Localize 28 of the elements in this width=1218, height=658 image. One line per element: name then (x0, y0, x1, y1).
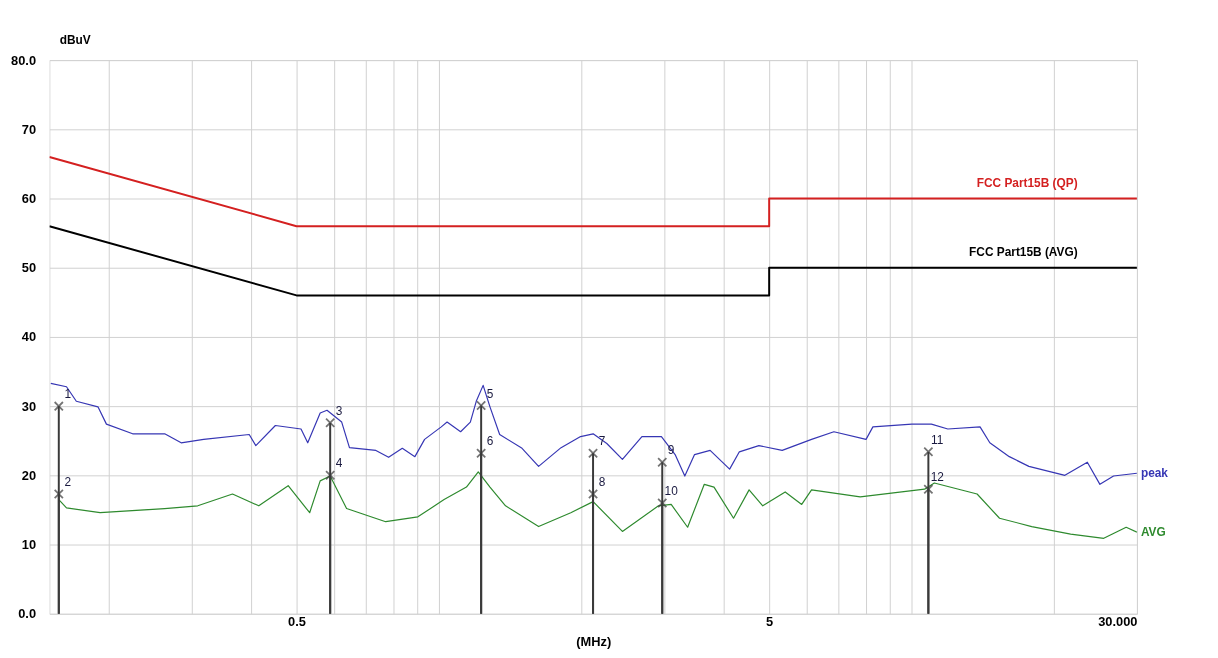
y-tick-label: 0.0 (18, 606, 37, 622)
annotation: 10 (664, 484, 679, 499)
annotation: 8 (598, 475, 606, 490)
annotation: 6 (486, 434, 494, 449)
annotation: 12 (930, 470, 944, 485)
y-axis-title: dBuV (59, 32, 91, 47)
y-tick-label: 20 (21, 467, 37, 483)
annotation: 11 (931, 432, 944, 447)
x-tick-label: 30.000 (1098, 614, 1138, 630)
x-tick-label: 5 (766, 614, 774, 630)
y-tick-label: 50 (21, 260, 37, 276)
series-label: FCC Part15B (QP) (976, 175, 1078, 190)
y-tick-label: 40 (21, 329, 37, 345)
y-tick-label: 70 (21, 121, 37, 137)
x-axis-title: (MHz) (576, 633, 612, 649)
annotation: 2 (64, 475, 71, 490)
annotation: 3 (335, 403, 343, 418)
series-label: AVG (1140, 525, 1166, 540)
y-tick-label: 80.0 (11, 52, 37, 68)
y-tick-label: 60 (21, 190, 37, 206)
annotation: 4 (335, 456, 343, 471)
y-tick-label: 30 (21, 398, 37, 414)
series-label: peak (1140, 466, 1169, 481)
series-label: FCC Part15B (AVG) (969, 244, 1078, 259)
y-tick-label: 10 (21, 536, 37, 552)
x-tick-label: 0.5 (288, 614, 306, 630)
annotation: 1 (64, 387, 72, 402)
annotation: 5 (486, 386, 494, 401)
